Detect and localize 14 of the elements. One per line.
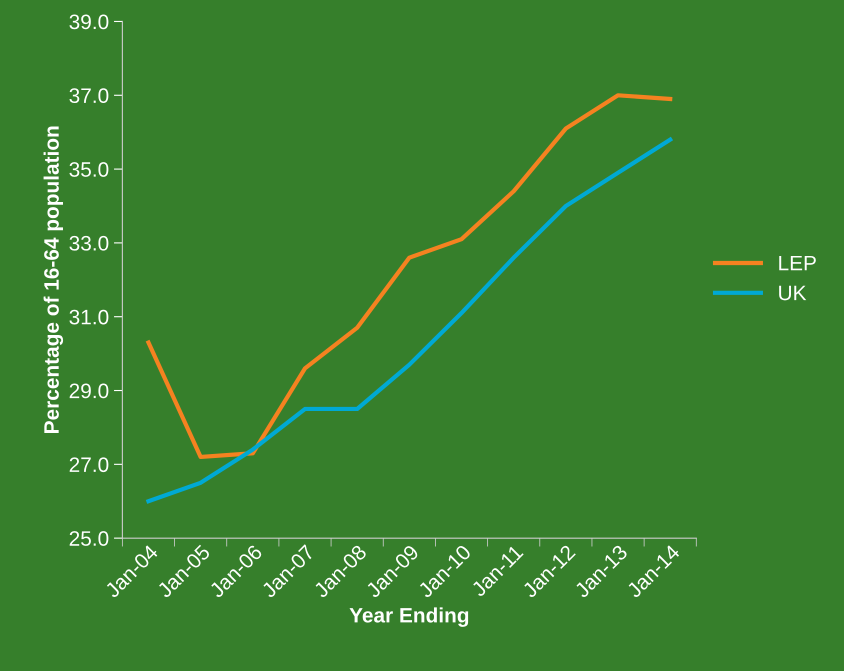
y-axis-title: Percentage of 16-64 population <box>44 126 64 433</box>
legend-label: LEP <box>779 256 816 270</box>
y-tick-label: 25.0 <box>70 531 108 546</box>
x-axis-title: Year Ending <box>349 607 468 627</box>
legend-label: UK <box>779 286 806 300</box>
y-tick-label: 37.0 <box>69 88 108 104</box>
y-tick-label: 33.0 <box>69 236 108 251</box>
y-tick-label: 27.0 <box>70 457 108 472</box>
y-tick-label: 29.0 <box>70 384 108 398</box>
line-series <box>146 137 672 504</box>
line-series <box>146 93 672 460</box>
y-tick-label: 39.0 <box>69 14 108 30</box>
y-tick-label: 35.0 <box>69 162 108 177</box>
y-tick-label: 31.0 <box>69 310 108 324</box>
